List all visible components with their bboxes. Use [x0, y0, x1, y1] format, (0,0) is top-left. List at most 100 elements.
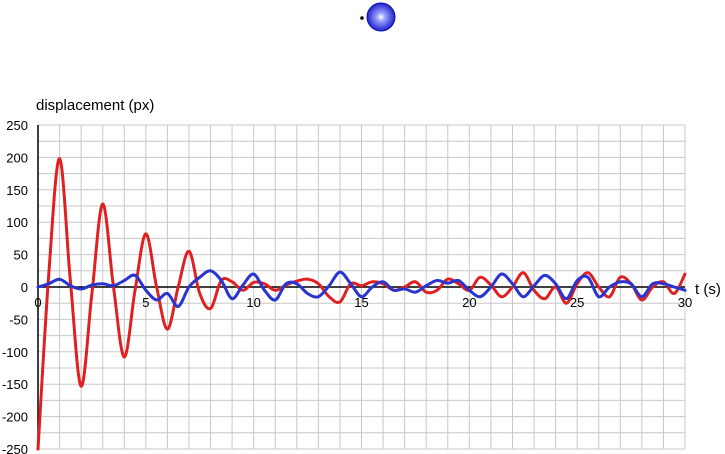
series-2-point	[586, 275, 590, 279]
series-2-point	[532, 284, 536, 288]
series-2-point	[575, 279, 579, 282]
series-1-point	[435, 288, 439, 292]
series-2-point	[122, 279, 126, 282]
y-tick-label: -150	[2, 377, 28, 392]
y-tick-label: 0	[21, 280, 28, 295]
series-1-point	[414, 280, 417, 284]
series-2-point	[68, 284, 72, 288]
series-2-point	[47, 282, 51, 286]
series-2-point	[446, 281, 450, 285]
series-1-point	[424, 290, 428, 294]
series-2-point	[414, 290, 417, 294]
series-2-point	[521, 295, 525, 299]
y-tick-label: 200	[6, 150, 28, 165]
series-2-point	[597, 295, 601, 299]
series-2-point	[457, 279, 460, 282]
series-2-point	[133, 273, 137, 277]
y-tick-label: 50	[14, 248, 28, 263]
series-2-point	[316, 295, 320, 299]
series-1-point	[122, 355, 126, 359]
x-tick-label: 20	[462, 295, 476, 310]
series-1-point	[672, 292, 676, 295]
series-1-point	[446, 277, 450, 281]
series-2-point	[360, 295, 363, 299]
series-2-point	[90, 283, 94, 287]
series-layer	[36, 157, 687, 451]
series-1-point	[36, 447, 40, 451]
series-2-point	[166, 292, 169, 295]
series-1-point	[198, 292, 202, 295]
series-2-point	[349, 282, 353, 286]
series-2-point	[241, 283, 245, 287]
series-1-point	[543, 297, 547, 301]
y-tick-label: 100	[6, 215, 28, 230]
series-1-point	[68, 279, 72, 282]
series-1-point	[176, 285, 180, 289]
series-2-point	[176, 305, 180, 308]
indicator	[360, 2, 396, 32]
series-2-point	[500, 272, 504, 276]
series-2-point	[381, 280, 385, 284]
series-2-point	[370, 285, 374, 289]
series-1-point	[564, 301, 568, 305]
series-2-point	[392, 288, 396, 292]
x-tick-labels: 0 5 10 15 20 25 30	[34, 295, 692, 310]
series-2-point	[155, 298, 159, 302]
series-1-point	[597, 285, 601, 289]
x-tick-label: 5	[142, 295, 149, 310]
series-1-point	[166, 327, 169, 331]
series-1-point	[586, 271, 590, 275]
series-1-point	[370, 280, 374, 284]
series-2-point	[435, 279, 439, 282]
y-tick-label: -100	[2, 345, 28, 360]
series-1-point	[338, 300, 342, 304]
x-tick-label: 30	[678, 295, 692, 310]
series-1-point	[90, 292, 94, 295]
indicator-ball	[366, 2, 396, 32]
series-1-point	[532, 288, 536, 292]
series-2-point	[489, 285, 493, 289]
series-2-point	[219, 279, 223, 282]
series-1-point	[58, 157, 61, 161]
series-1-point	[457, 282, 460, 286]
series-1-point	[241, 288, 245, 292]
series-1-point	[133, 288, 137, 292]
series-2-point	[672, 285, 676, 289]
series-1-point	[327, 295, 331, 299]
x-tick-label: 25	[570, 295, 584, 310]
y-tick-label: -250	[2, 442, 28, 454]
series-1-point	[79, 384, 83, 388]
series-2-point	[651, 282, 655, 286]
series-2-point	[618, 280, 622, 284]
indicator-dot	[360, 16, 364, 20]
series-2-point	[511, 282, 514, 286]
series-2-point	[662, 282, 665, 286]
x-tick-label: 10	[246, 295, 260, 310]
y-tick-label: -200	[2, 410, 28, 425]
series-2-point	[79, 287, 83, 291]
series-2-point	[543, 273, 547, 277]
series-2-point	[198, 275, 202, 279]
series-2-point	[101, 282, 105, 286]
series-1-point	[209, 306, 212, 310]
series-2-point	[683, 288, 687, 292]
series-2-point	[478, 295, 482, 299]
series-1-point	[187, 249, 191, 253]
x-tick-label: 15	[354, 295, 368, 310]
series-2-point	[467, 288, 471, 292]
series-1-point	[316, 282, 320, 286]
y-tick-label: 250	[6, 118, 28, 133]
series-2-point	[144, 288, 148, 292]
series-2-point	[36, 285, 40, 289]
series-1-point	[144, 232, 148, 236]
series-2-point	[230, 297, 234, 301]
series-1-point	[306, 277, 309, 281]
series-1-point	[478, 275, 482, 279]
series-1-point	[683, 272, 687, 276]
series-2-point	[554, 282, 557, 286]
x-axis-label: t (s)	[695, 281, 721, 298]
y-tick-label: 150	[6, 183, 28, 198]
y-tick-label: -50	[9, 312, 28, 327]
series-2-point	[424, 284, 428, 288]
